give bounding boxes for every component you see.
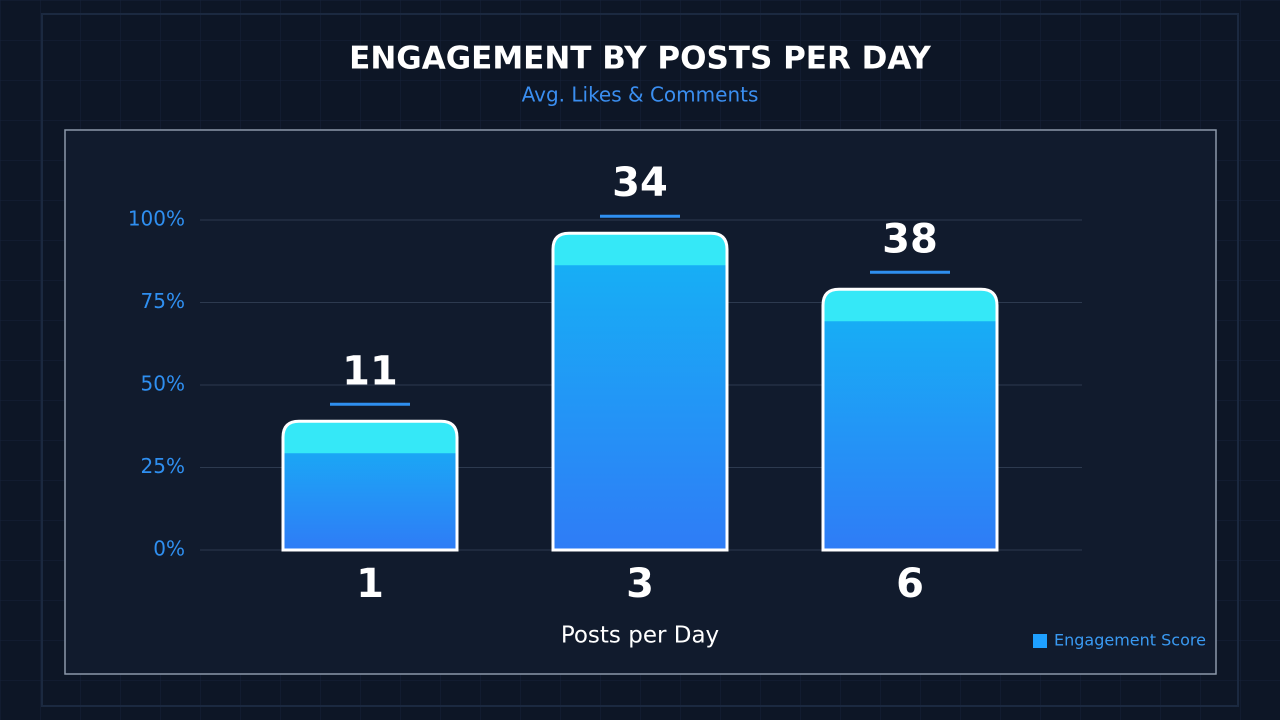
- bar-cap: [553, 233, 727, 266]
- y-tick-label: 75%: [141, 289, 185, 313]
- annotation: 34: [612, 160, 668, 206]
- annotation: 11: [342, 348, 398, 394]
- y-tick-label: 100%: [128, 207, 185, 231]
- bar: [553, 233, 727, 550]
- x-tick-label: 6: [896, 561, 924, 607]
- x-tick-label: 3: [626, 561, 654, 607]
- annotation: 38: [882, 216, 938, 262]
- bar-cap: [823, 289, 997, 322]
- bar-cap: [283, 421, 457, 454]
- x-tick-label: 1: [356, 561, 384, 607]
- y-tick-label: 50%: [141, 372, 185, 396]
- bar: [823, 289, 997, 550]
- x-axis-label: Posts per Day: [561, 623, 719, 649]
- bar: [283, 421, 457, 550]
- y-tick-label: 0%: [153, 537, 185, 561]
- bar-outline: [551, 231, 729, 552]
- legend-swatch: [1033, 634, 1047, 648]
- legend-label: Engagement Score: [1054, 631, 1206, 650]
- chart-title: ENGAGEMENT BY POSTS PER DAY: [349, 41, 931, 77]
- bar-outline: [281, 419, 459, 552]
- chart-subtitle: Avg. Likes & Comments: [522, 83, 759, 107]
- outer-frame: [41, 13, 1239, 707]
- bar-outline: [821, 287, 999, 552]
- y-tick-label: 25%: [141, 454, 185, 478]
